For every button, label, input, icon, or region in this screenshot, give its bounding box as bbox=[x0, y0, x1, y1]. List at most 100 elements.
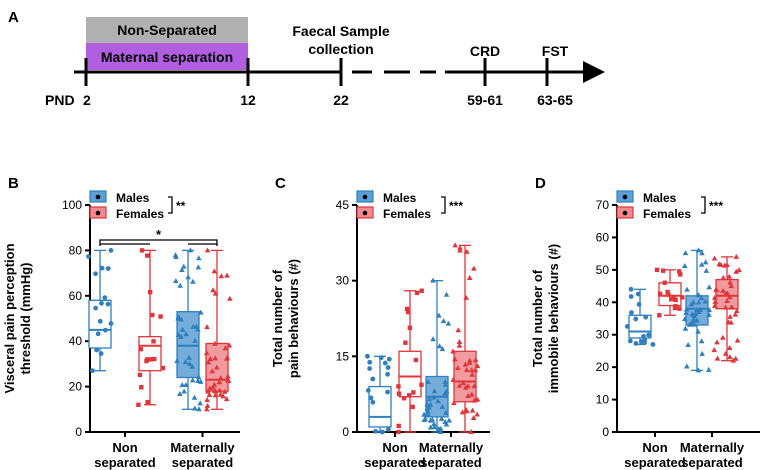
data-point bbox=[669, 297, 674, 302]
data-point bbox=[179, 326, 186, 332]
data-point bbox=[105, 266, 111, 271]
legend-label-males: Males bbox=[383, 191, 417, 205]
data-point bbox=[425, 408, 431, 414]
data-point bbox=[177, 282, 183, 288]
data-point bbox=[210, 287, 216, 293]
data-point bbox=[424, 405, 430, 411]
data-point bbox=[712, 298, 719, 304]
data-point bbox=[676, 269, 682, 274]
data-point bbox=[195, 374, 202, 380]
box-males-maternally-separated bbox=[421, 277, 453, 434]
data-point bbox=[102, 295, 108, 301]
data-point bbox=[722, 304, 729, 310]
data-point bbox=[711, 294, 718, 300]
data-point bbox=[469, 371, 475, 377]
legend-marker-males bbox=[95, 194, 101, 200]
data-point bbox=[705, 366, 712, 372]
data-point bbox=[185, 274, 191, 280]
data-point bbox=[641, 334, 646, 339]
data-point bbox=[370, 376, 376, 382]
data-point bbox=[711, 347, 718, 353]
data-point bbox=[98, 351, 104, 356]
data-point bbox=[191, 394, 198, 400]
significance-annotation: * bbox=[156, 227, 162, 242]
data-point bbox=[672, 305, 678, 311]
box-iqr bbox=[176, 311, 200, 379]
data-point bbox=[183, 381, 189, 387]
data-point bbox=[733, 268, 740, 274]
y-tick-label: 0 bbox=[75, 425, 82, 439]
data-point bbox=[378, 355, 384, 361]
data-point bbox=[419, 288, 424, 293]
data-point bbox=[671, 295, 677, 300]
data-point bbox=[430, 394, 437, 400]
data-point bbox=[698, 338, 705, 344]
data-point bbox=[437, 429, 444, 434]
data-point bbox=[727, 313, 733, 319]
x-category-label-line1: Non bbox=[112, 440, 137, 455]
data-point bbox=[365, 353, 370, 359]
data-point bbox=[443, 409, 449, 415]
legend-label-males: Males bbox=[116, 191, 150, 205]
data-point bbox=[431, 424, 438, 430]
data-point bbox=[698, 261, 705, 267]
data-point bbox=[174, 358, 180, 364]
y-axis-label-line2: immobile behaviours (#) bbox=[546, 244, 561, 394]
data-point bbox=[197, 400, 203, 406]
data-point bbox=[379, 429, 385, 435]
data-point bbox=[683, 306, 690, 312]
data-point bbox=[225, 378, 232, 384]
non-separated-bar bbox=[86, 17, 248, 43]
data-point bbox=[706, 284, 712, 290]
data-point bbox=[189, 377, 196, 383]
data-point bbox=[469, 407, 476, 413]
data-point bbox=[180, 263, 187, 269]
data-point bbox=[724, 297, 730, 303]
legend-significance-bracket bbox=[168, 196, 173, 214]
data-point bbox=[139, 385, 144, 390]
y-axis-label-line2: pain behaviours (#) bbox=[286, 259, 301, 378]
data-point bbox=[204, 402, 211, 408]
y-tick-label: 40 bbox=[596, 295, 610, 309]
data-point bbox=[386, 356, 392, 362]
legend-significance-bracket bbox=[701, 196, 706, 214]
panel-b: B Visceral pain perception threshold (mmHg… bbox=[2, 175, 240, 470]
data-point bbox=[196, 406, 202, 412]
maternal-separation-label: Maternal separation bbox=[101, 49, 233, 65]
data-point bbox=[105, 301, 111, 307]
data-point bbox=[455, 327, 462, 333]
data-point bbox=[711, 255, 718, 261]
data-point bbox=[187, 247, 194, 253]
data-point bbox=[699, 250, 705, 256]
data-point bbox=[695, 292, 702, 298]
data-point bbox=[734, 337, 741, 343]
data-point bbox=[224, 355, 231, 361]
data-point bbox=[713, 286, 719, 292]
data-point bbox=[728, 283, 734, 289]
data-point bbox=[218, 375, 224, 381]
x-category-label-line2: separated bbox=[624, 455, 685, 470]
data-point bbox=[629, 310, 634, 316]
data-point bbox=[175, 314, 182, 320]
data-point bbox=[706, 311, 712, 317]
data-point bbox=[203, 350, 210, 356]
data-point bbox=[429, 416, 436, 422]
data-point bbox=[190, 278, 196, 284]
data-point bbox=[445, 320, 452, 326]
data-point bbox=[148, 357, 154, 362]
data-point bbox=[424, 401, 430, 407]
data-point bbox=[684, 286, 690, 292]
data-point bbox=[695, 328, 701, 334]
data-point bbox=[720, 287, 726, 293]
tick-label-22: 22 bbox=[333, 92, 349, 108]
data-point bbox=[702, 259, 709, 265]
data-point bbox=[414, 290, 420, 296]
data-point bbox=[733, 307, 740, 313]
y-tick-label: 80 bbox=[69, 243, 83, 257]
y-tick-label: 20 bbox=[596, 360, 610, 374]
box-males-maternally-separated bbox=[682, 247, 713, 373]
data-point bbox=[468, 367, 475, 373]
data-point bbox=[650, 342, 656, 347]
data-point bbox=[662, 280, 667, 285]
data-point bbox=[193, 323, 200, 329]
